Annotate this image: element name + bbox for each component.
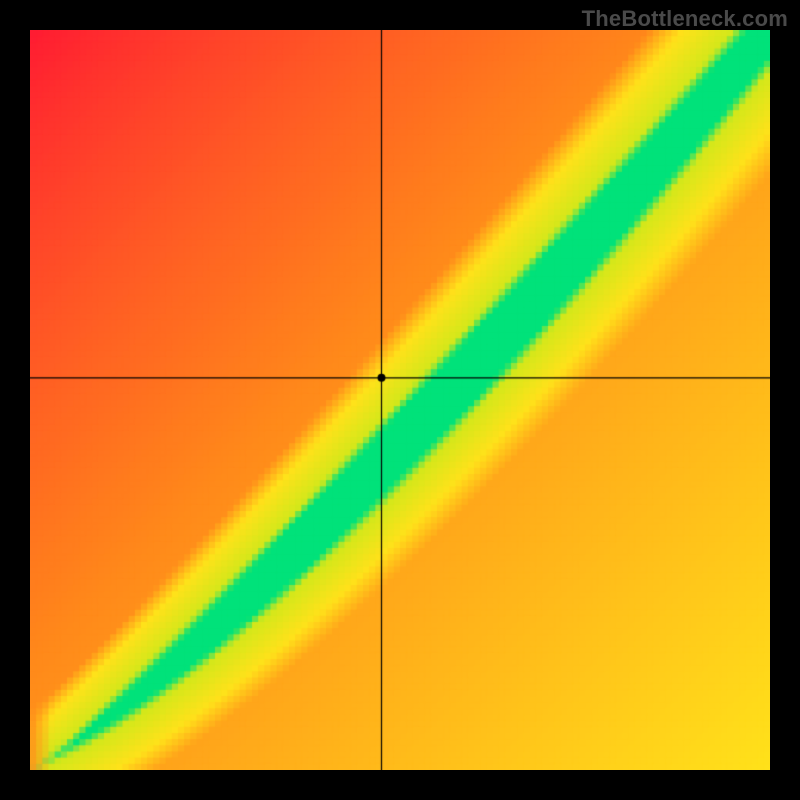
watermark-text: TheBottleneck.com: [582, 6, 788, 32]
chart-container: TheBottleneck.com: [0, 0, 800, 800]
plot-area: [30, 30, 770, 770]
heatmap-canvas: [30, 30, 770, 770]
